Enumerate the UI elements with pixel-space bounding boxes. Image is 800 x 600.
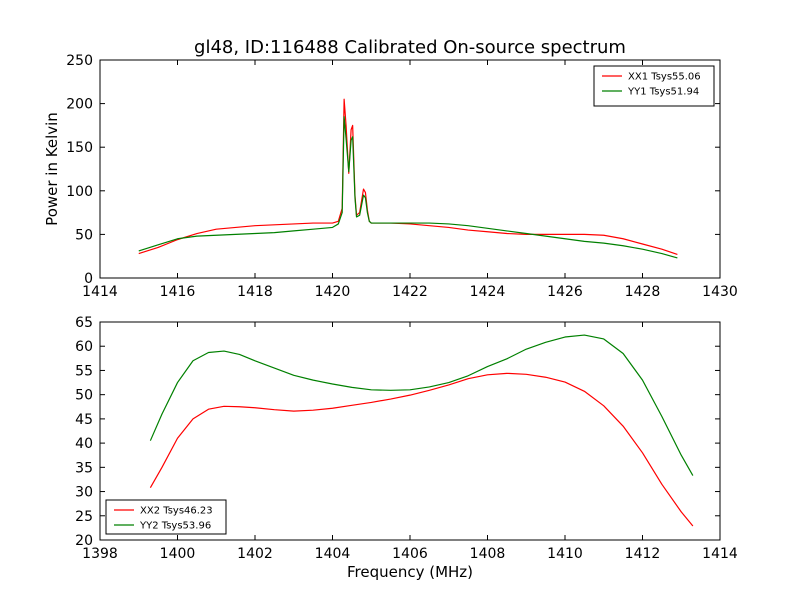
y-tick-label: 50 bbox=[75, 388, 93, 404]
y-tick-label: 60 bbox=[75, 339, 93, 355]
x-tick-label: 1398 bbox=[82, 546, 118, 562]
y-tick-label: 40 bbox=[75, 436, 93, 452]
y-tick-label: 200 bbox=[66, 97, 93, 113]
legend-label: XX2 Tsys46.23 bbox=[140, 506, 213, 517]
x-tick-label: 1412 bbox=[625, 546, 661, 562]
legend: XX2 Tsys46.23 YY2 Tsys53.96 bbox=[105, 499, 227, 535]
legend-label: YY2 Tsys53.96 bbox=[139, 521, 211, 532]
y-tick-label: 65 bbox=[75, 315, 93, 331]
x-tick-label: 1410 bbox=[547, 546, 583, 562]
x-tick-label: 1420 bbox=[315, 284, 351, 300]
chart-title: gl48, ID:116488 Calibrated On-source spe… bbox=[194, 37, 626, 58]
bottom-panel: 1398 1400 1402 1404 1406 1408 1410 1412 1414 20 25… bbox=[75, 315, 738, 581]
series-line-1 bbox=[138, 98, 678, 256]
legend-box bbox=[593, 65, 715, 107]
legend: XX1 Tsys55.06 YY1 Tsys51.94 bbox=[593, 65, 715, 107]
y-tick-label: 30 bbox=[75, 485, 93, 501]
x-tick-label: 1416 bbox=[160, 284, 196, 300]
y-tick-label: 20 bbox=[75, 533, 93, 549]
y-tick-label: 25 bbox=[75, 509, 93, 525]
y-tick-label: 35 bbox=[75, 460, 93, 476]
legend-box bbox=[105, 499, 227, 535]
x-tick-label: 1402 bbox=[237, 546, 273, 562]
x-tick-label: 1422 bbox=[392, 284, 428, 300]
x-tick-label: 1400 bbox=[160, 546, 196, 562]
series-line-1 bbox=[149, 372, 694, 527]
x-tick-label: 1426 bbox=[547, 284, 583, 300]
x-tick-label: 1418 bbox=[237, 284, 273, 300]
x-tick-label: 1406 bbox=[392, 546, 428, 562]
x-tick-label: 1430 bbox=[702, 284, 738, 300]
y-tick-label: 100 bbox=[66, 184, 93, 200]
x-tick-label: 1424 bbox=[470, 284, 506, 300]
y-tick-label: 55 bbox=[75, 363, 93, 379]
series-line-2 bbox=[149, 334, 694, 476]
x-tick-label: 1414 bbox=[82, 284, 118, 300]
top-panel: 1414 1416 1418 1420 1422 1424 1426 1428 1430 0 50 1… bbox=[43, 53, 738, 300]
x-tick-label: 1428 bbox=[625, 284, 661, 300]
legend-label: YY1 Tsys51.94 bbox=[627, 87, 699, 98]
y-tick-label: 250 bbox=[66, 53, 93, 69]
series-line-2 bbox=[138, 116, 678, 259]
y-axis-label: Power in Kelvin bbox=[43, 112, 61, 226]
y-tick-label: 0 bbox=[84, 271, 93, 287]
legend-label: XX1 Tsys55.06 bbox=[628, 72, 701, 83]
x-tick-label: 1404 bbox=[315, 546, 351, 562]
y-tick-label: 150 bbox=[66, 140, 93, 156]
x-tick-label: 1414 bbox=[702, 546, 738, 562]
y-tick-label: 50 bbox=[75, 227, 93, 243]
x-axis-label: Frequency (MHz) bbox=[347, 563, 473, 581]
y-tick-label: 45 bbox=[75, 412, 93, 428]
x-tick-label: 1408 bbox=[470, 546, 506, 562]
